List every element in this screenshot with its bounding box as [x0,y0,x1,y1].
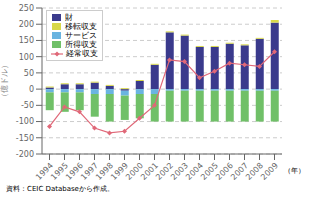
svg-text:-200: -200 [16,150,34,159]
svg-text:-50: -50 [21,101,34,110]
svg-text:1996: 1996 [64,161,85,182]
svg-text:100: 100 [19,53,34,62]
svg-text:2008: 2008 [244,161,265,182]
html-text:（年）: （年） [284,167,305,175]
svg-text:-100: -100 [16,117,34,126]
svg-text:2001: 2001 [139,161,160,182]
svg-text:-150: -150 [16,134,34,143]
svg-text:2003: 2003 [169,161,190,182]
svg-text:（億ドル）: （億ドル） [8,61,9,101]
svg-text:150: 150 [19,36,34,45]
html-text:経常収支: 経常収支 [66,49,98,58]
svg-text:2005: 2005 [199,161,220,182]
svg-text:200: 200 [19,20,34,29]
svg-text:2004: 2004 [184,161,205,182]
html-text:資料：CEIC Databaseから作成。: 資料：CEIC Databaseから作成。 [6,185,114,193]
svg-text:1995: 1995 [49,161,70,182]
svg-text:1998: 1998 [94,161,115,182]
svg-text:2002: 2002 [154,161,175,182]
html-text:移転収支: 移転収支 [65,22,97,31]
svg-text:250: 250 [19,4,34,13]
svg-text:50: 50 [24,69,34,78]
svg-text:2000: 2000 [124,161,145,182]
svg-text:1994: 1994 [34,161,55,182]
svg-text:1999: 1999 [109,161,130,182]
html-text:所得収支: 所得収支 [65,40,97,49]
svg-text:1997: 1997 [79,161,100,182]
html-text:サービス: サービス [65,31,97,40]
html-text:財: 財 [65,13,73,22]
svg-text:2007: 2007 [229,161,250,182]
svg-text:0: 0 [29,85,34,94]
svg-text:2006: 2006 [214,161,235,182]
svg-text:2009: 2009 [259,161,280,182]
